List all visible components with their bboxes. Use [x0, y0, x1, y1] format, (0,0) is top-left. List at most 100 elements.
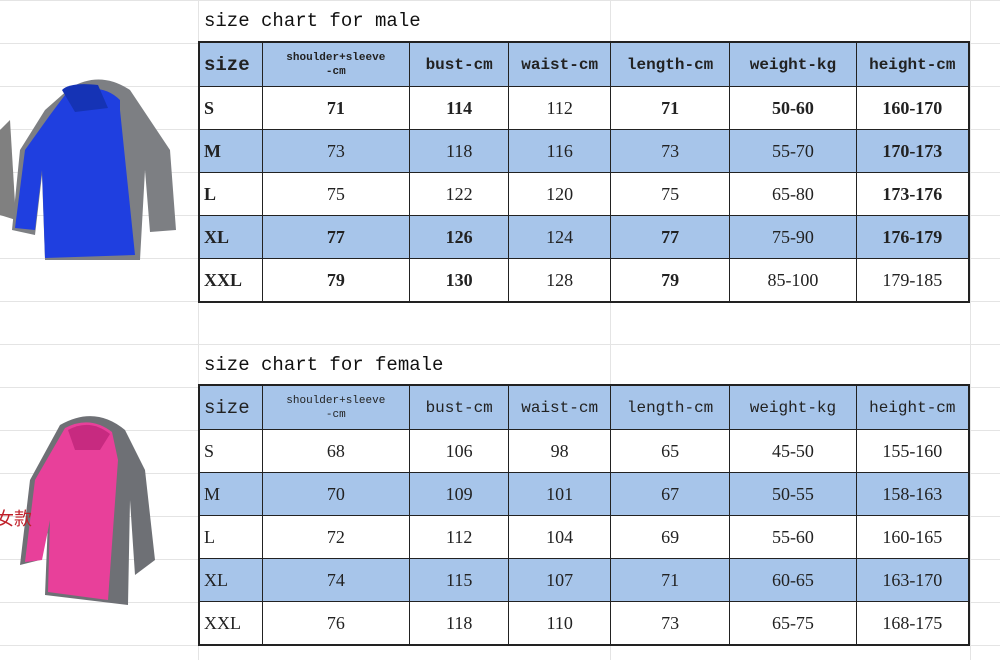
header-cell: size [204, 396, 250, 419]
table-cell: 77 [261, 216, 409, 258]
table-cell: 76 [261, 602, 409, 644]
table-cell: 69 [609, 516, 729, 558]
header-cell: height-cm [855, 386, 968, 429]
table-cell: 71 [609, 87, 729, 129]
table-cell: M [204, 140, 221, 161]
table-cell: M [204, 483, 221, 504]
table-cell: 160-170 [855, 87, 968, 129]
header-cell: length-cm [609, 386, 729, 429]
table-cell: 70 [261, 473, 409, 515]
table-cell: 168-175 [855, 602, 968, 644]
table-cell: 109 [408, 473, 508, 515]
table-cell: 79 [261, 259, 409, 301]
table-cell: 73 [609, 130, 729, 172]
table-cell: 158-163 [855, 473, 968, 515]
table-cell: XL [204, 569, 228, 590]
table-cell: 65-75 [729, 602, 855, 644]
table-cell: 50-55 [729, 473, 855, 515]
table-cell: 118 [408, 130, 508, 172]
table-cell: 118 [408, 602, 508, 644]
table-cell: 74 [261, 559, 409, 601]
table-cell: 116 [508, 130, 609, 172]
size-table: size shoulder+sleeve -cm bust-cm waist-cm le… [198, 41, 970, 303]
table-cell: 101 [508, 473, 609, 515]
table-cell: 73 [261, 130, 409, 172]
table-row: XXL 76 118 110 73 65-75 168-175 [200, 601, 968, 644]
table-cell: 75 [261, 173, 409, 215]
table-cell: 170-173 [855, 130, 968, 172]
header-cell: height-cm [855, 43, 968, 86]
header-cell: shoulder+sleeve -cm [261, 43, 409, 86]
header-cell: weight-kg [729, 43, 855, 86]
table-row: XL 77 126 124 77 75-90 176-179 [200, 215, 968, 258]
table-cell: 115 [408, 559, 508, 601]
table-cell: 155-160 [855, 430, 968, 472]
table-cell: 114 [408, 87, 508, 129]
table-cell: S [204, 97, 215, 118]
table-cell: XL [204, 226, 230, 247]
table-cell: 110 [508, 602, 609, 644]
table-cell: 79 [609, 259, 729, 301]
table-cell: 163-170 [855, 559, 968, 601]
table-cell: 124 [508, 216, 609, 258]
table-cell: 71 [261, 87, 409, 129]
female-tag: 女款 [0, 509, 32, 530]
table-row: L 75 122 120 75 65-80 173-176 [200, 172, 968, 215]
header-row: size shoulder+sleeve -cm bust-cm waist-cm le… [200, 43, 968, 86]
table-title: size chart for female [204, 354, 450, 376]
header-cell: bust-cm [408, 43, 508, 86]
table-cell: 77 [609, 216, 729, 258]
table-cell: 128 [508, 259, 609, 301]
table-cell: L [204, 183, 217, 204]
table-row: M 70 109 101 67 50-55 158-163 [200, 472, 968, 515]
header-cell: size [204, 53, 250, 76]
header-cell: length-cm [609, 43, 729, 86]
table-row: S 68 106 98 65 45-50 155-160 [200, 429, 968, 472]
table-cell: 85-100 [729, 259, 855, 301]
table-row: XXL 79 130 128 79 85-100 179-185 [200, 258, 968, 301]
table-cell: 176-179 [855, 216, 968, 258]
table-cell: 104 [508, 516, 609, 558]
jacket-images [0, 79, 176, 605]
header-cell: weight-kg [729, 386, 855, 429]
table-cell: 68 [261, 430, 409, 472]
table-cell: 67 [609, 473, 729, 515]
header-cell: waist-cm [508, 43, 609, 86]
grid-line [970, 0, 971, 660]
table-row: XL 74 115 107 71 60-65 163-170 [200, 558, 968, 601]
table-cell: 126 [408, 216, 508, 258]
table-cell: 60-65 [729, 559, 855, 601]
header-cell: shoulder+sleeve -cm [261, 386, 409, 429]
table-cell: 65-80 [729, 173, 855, 215]
table-row: M 73 118 116 73 55-70 170-173 [200, 129, 968, 172]
table-cell: 179-185 [855, 259, 968, 301]
table-cell: 55-60 [729, 516, 855, 558]
table-cell: 122 [408, 173, 508, 215]
table-cell: S [204, 440, 215, 461]
header-row: size shoulder+sleeve -cm bust-cm waist-cm le… [200, 386, 968, 429]
table-cell: 106 [408, 430, 508, 472]
table-cell: 98 [508, 430, 609, 472]
table-cell: 160-165 [855, 516, 968, 558]
table-cell: 120 [508, 173, 609, 215]
table-cell: 173-176 [855, 173, 968, 215]
table-row: L 72 112 104 69 55-60 160-165 [200, 515, 968, 558]
table-cell: 112 [408, 516, 508, 558]
table-cell: L [204, 526, 215, 547]
table-cell: 65 [609, 430, 729, 472]
grid-line [198, 0, 199, 660]
female-jacket [20, 416, 155, 605]
table-cell: 112 [508, 87, 609, 129]
table-cell: 55-70 [729, 130, 855, 172]
table-cell: XXL [204, 612, 241, 633]
header-cell: waist-cm [508, 386, 609, 429]
table-cell: 73 [609, 602, 729, 644]
table-cell: 75-90 [729, 216, 855, 258]
size-table: size shoulder+sleeve -cm bust-cm waist-cm le… [198, 384, 970, 646]
table-cell: 107 [508, 559, 609, 601]
table-cell: 50-60 [729, 87, 855, 129]
table-cell: 71 [609, 559, 729, 601]
table-cell: 75 [609, 173, 729, 215]
table-cell: XXL [204, 269, 243, 290]
header-cell: bust-cm [408, 386, 508, 429]
